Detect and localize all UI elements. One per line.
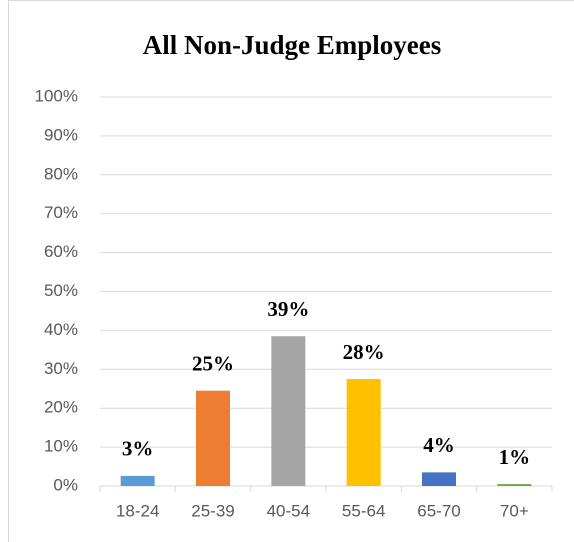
- y-tick-label: 90%: [44, 125, 78, 144]
- bar: [196, 390, 230, 486]
- data-label: 3%: [122, 437, 154, 461]
- y-tick-label: 40%: [44, 320, 78, 339]
- x-tick-label: 25-39: [191, 501, 234, 520]
- x-tick-label: 65-70: [417, 501, 460, 520]
- y-tick-label: 80%: [44, 164, 78, 183]
- data-label: 25%: [192, 352, 234, 376]
- y-tick-label: 60%: [44, 242, 78, 261]
- y-tick-label: 100%: [35, 86, 78, 105]
- y-tick-label: 10%: [44, 437, 78, 456]
- data-label: 1%: [499, 445, 531, 469]
- bar: [120, 475, 155, 486]
- bar: [271, 336, 306, 486]
- y-tick-label: 30%: [44, 359, 78, 378]
- chart-title: All Non-Judge Employees: [143, 30, 442, 60]
- data-label: 4%: [423, 433, 455, 457]
- y-tick-label: 0%: [53, 475, 78, 494]
- x-tick-label: 40-54: [267, 501, 310, 520]
- y-tick-label: 50%: [44, 281, 78, 300]
- y-tick-label: 20%: [44, 398, 78, 417]
- x-tick-label: 55-64: [342, 501, 385, 520]
- bar: [422, 472, 456, 486]
- bar: [346, 379, 381, 486]
- data-label: 39%: [267, 297, 309, 321]
- bar: [497, 484, 532, 486]
- data-label: 28%: [343, 340, 385, 364]
- x-tick-label: 70+: [500, 501, 529, 520]
- y-tick-label: 70%: [44, 203, 78, 222]
- x-tick-label: 18-24: [116, 501, 159, 520]
